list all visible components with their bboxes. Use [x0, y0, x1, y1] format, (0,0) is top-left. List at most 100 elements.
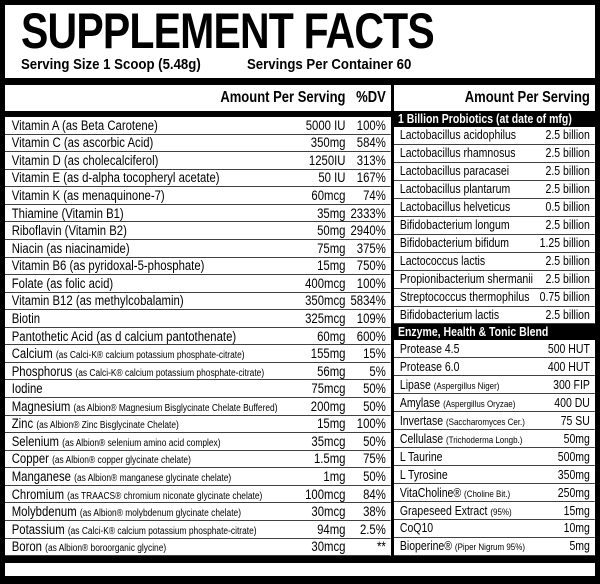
- nutrient-name-text: Grapeseed Extract: [399, 503, 488, 518]
- ingredient-row: L Tyrosine 350mg: [394, 466, 595, 485]
- amount-value: 10mg: [563, 521, 590, 536]
- column-divider: [391, 85, 394, 563]
- nutrient-row: Vitamin A (as Beta Carotene) 5000 IU 100%: [5, 117, 391, 135]
- amount-value: 2.5 billion: [545, 164, 590, 179]
- daily-value: 50%: [363, 433, 386, 449]
- nutrient-detail: (as pyridoxal-5-phosphate): [69, 258, 205, 274]
- nutrient-name-text: L Tyrosine: [399, 467, 448, 482]
- amount-value: 15mg: [317, 416, 346, 432]
- nutrient-row: Vitamin K (as menaquinone-7) 60mcg 74%: [5, 187, 391, 205]
- nutrient-name-text: L Taurine: [399, 449, 443, 464]
- ingredient-row: Amylase (Aspergillus Oryzae) 400 DU: [394, 394, 595, 413]
- nutrient-name: Pantothetic Acid (as d calcium pantothen…: [12, 329, 294, 344]
- daily-value: 2.5%: [359, 521, 386, 537]
- nutrient-name: Magnesium (as Albion® Magnesium Bisglyci…: [12, 399, 294, 414]
- amount-value: 155mg: [310, 346, 346, 362]
- nutrient-name-text: Vitamin K: [11, 188, 61, 204]
- daily-value: 5%: [369, 363, 386, 379]
- amount-value: 5000 IU: [305, 117, 346, 133]
- nutrient-name: Manganese (as Albion® manganese glycinat…: [12, 469, 294, 484]
- nutrient-name-text: Lactobacillus helveticus: [399, 200, 511, 215]
- nutrient-name-text: Chromium: [11, 486, 65, 502]
- nutrient-name-text: Lactococcus lactis: [399, 254, 486, 269]
- nutrient-name: Vitamin D (as cholecalciferol): [12, 153, 294, 168]
- nutrient-detail: (as cholecalciferol): [63, 152, 159, 168]
- amount-value: 94mg: [317, 521, 346, 537]
- amount-value: 30mcg: [311, 539, 346, 555]
- nutrient-name: Vitamin A (as Beta Carotene): [12, 118, 294, 133]
- amount-value: 35mcg: [311, 433, 346, 449]
- nutrient-detail: (as Albion® selenium amino acid complex): [62, 437, 221, 449]
- nutrient-row: Boron (as Albion® boroorganic glycine) 30…: [5, 539, 391, 557]
- nutrient-name: Lactococcus lactis: [400, 254, 546, 268]
- nutrient-name: Molybdenum (as Albion® molybdenum glycin…: [12, 504, 294, 519]
- section-heading-bar: 1 Billion Probiotics (at date of mfg): [394, 111, 595, 127]
- daily-value: 5834%: [350, 293, 386, 309]
- ingredient-row: Grapeseed Extract (95%) 15mg: [394, 502, 595, 521]
- nutrient-row: Vitamin B12 (as methylcobalamin) 350mcg 58…: [5, 293, 391, 311]
- amount-value: 350mcg: [305, 293, 346, 309]
- nutrient-row: Vitamin E (as d-alpha tocopheryl acetate…: [5, 170, 391, 188]
- left-column-header: Amount Per Serving %DV: [5, 85, 391, 111]
- ingredient-row: Cellulase (Trichoderma Longb.) 50mg: [394, 430, 595, 449]
- amount-value: 2.5 billion: [545, 218, 590, 233]
- daily-value: 100%: [356, 416, 386, 432]
- daily-value: 584%: [356, 135, 386, 151]
- facts-columns: Amount Per Serving %DV Vitamin A (as Bet…: [5, 85, 595, 563]
- ingredient-row: L Taurine 500mg: [394, 448, 595, 467]
- nutrient-name: Protease 4.5: [400, 342, 548, 356]
- section-heading: Enzyme, Health & Tonic Blend: [398, 325, 549, 340]
- ingredient-row: Protease 6.0 400 HUT: [394, 358, 595, 377]
- thick-rule-top: [5, 78, 595, 85]
- nutrient-name: Chromium (as TRAACS® chromium niconate g…: [12, 487, 294, 502]
- nutrient-name: Invertase (Saccharomyces Cer.): [400, 414, 561, 428]
- nutrient-name: Lactobacillus acidophilus: [400, 128, 546, 142]
- nutrient-row: Molybdenum (as Albion® molybdenum glycin…: [5, 503, 391, 521]
- nutrient-detail: (as Beta Carotene): [61, 117, 158, 133]
- amount-value: 2.5 billion: [545, 146, 590, 161]
- daily-value: 2333%: [350, 205, 386, 221]
- amount-value: 1mg: [323, 469, 346, 485]
- nutrient-name-text: Lactobacillus paracasei: [399, 164, 510, 179]
- nutrient-detail: (Aspergillus Oryzae): [443, 398, 516, 410]
- amount-value: 2.5 billion: [545, 272, 590, 287]
- ingredient-row: Bifidobacterium bifidum 1.25 billion: [394, 235, 595, 253]
- amount-value: 50mg: [563, 431, 590, 446]
- label-title: SUPPLEMENT FACTS: [21, 3, 435, 59]
- thick-rule-left-bottom: [5, 556, 391, 563]
- nutrient-name: L Taurine: [400, 450, 558, 464]
- ingredient-row: Lactobacillus paracasei 2.5 billion: [394, 163, 595, 181]
- nutrient-name: Lactobacillus plantarum: [400, 182, 546, 196]
- nutrient-name: Selenium (as Albion® selenium amino acid…: [12, 434, 294, 449]
- amount-value: 400 DU: [554, 395, 590, 410]
- daily-value: 50%: [363, 469, 386, 485]
- nutrient-row: Thiamine (Vitamin B1) 35mg 2333%: [5, 205, 391, 223]
- daily-value: 38%: [363, 504, 386, 520]
- nutrient-row: Pantothetic Acid (as d calcium pantothen…: [5, 328, 391, 346]
- nutrient-name-text: Invertase: [399, 413, 444, 428]
- nutrient-row: Copper (as Albion® copper glycinate chel…: [5, 451, 391, 469]
- thick-rule-under-left-header: [5, 111, 391, 117]
- nutrient-name-text: CoQ10: [399, 521, 434, 536]
- nutrient-name: Vitamin B12 (as methylcobalamin): [12, 293, 294, 308]
- nutrient-name: Vitamin C (as ascorbic Acid): [12, 135, 294, 150]
- amount-value: 56mg: [317, 363, 346, 379]
- section-heading: 1 Billion Probiotics (at date of mfg): [398, 112, 572, 126]
- nutrient-detail: (as Albion® molybdenum glycinate chelate…: [79, 508, 242, 520]
- nutrient-name-text: Biotin: [11, 310, 41, 326]
- nutrient-detail: (Vitamin B2): [64, 223, 127, 239]
- nutrient-name-text: VitaCholine®: [399, 485, 462, 500]
- nutrient-name: VitaCholine® (Choline Bit.): [400, 486, 558, 500]
- nutrient-name: Cellulase (Trichoderma Longb.): [400, 432, 564, 446]
- nutrient-row: Folate (as folic acid) 400mcg 100%: [5, 275, 391, 293]
- nutrient-name: Copper (as Albion® copper glycinate chel…: [12, 451, 294, 466]
- daily-value: 50%: [363, 398, 386, 414]
- masthead: SUPPLEMENT FACTS Serving Size 1 Scoop (5…: [5, 5, 595, 73]
- nutrient-name-text: Pantothetic Acid: [11, 328, 94, 344]
- nutrient-detail: (as d calcium pantothenate): [96, 328, 237, 344]
- nutrient-name-text: Bifidobacterium bifidum: [399, 236, 510, 251]
- nutrient-detail: (as menaquinone-7): [63, 188, 165, 204]
- nutrient-name-text: Lactobacillus plantarum: [399, 182, 511, 197]
- daily-value: 375%: [356, 240, 386, 256]
- probiotics-enzymes-column: Amount Per Serving 1 Billion Probiotics …: [394, 85, 595, 563]
